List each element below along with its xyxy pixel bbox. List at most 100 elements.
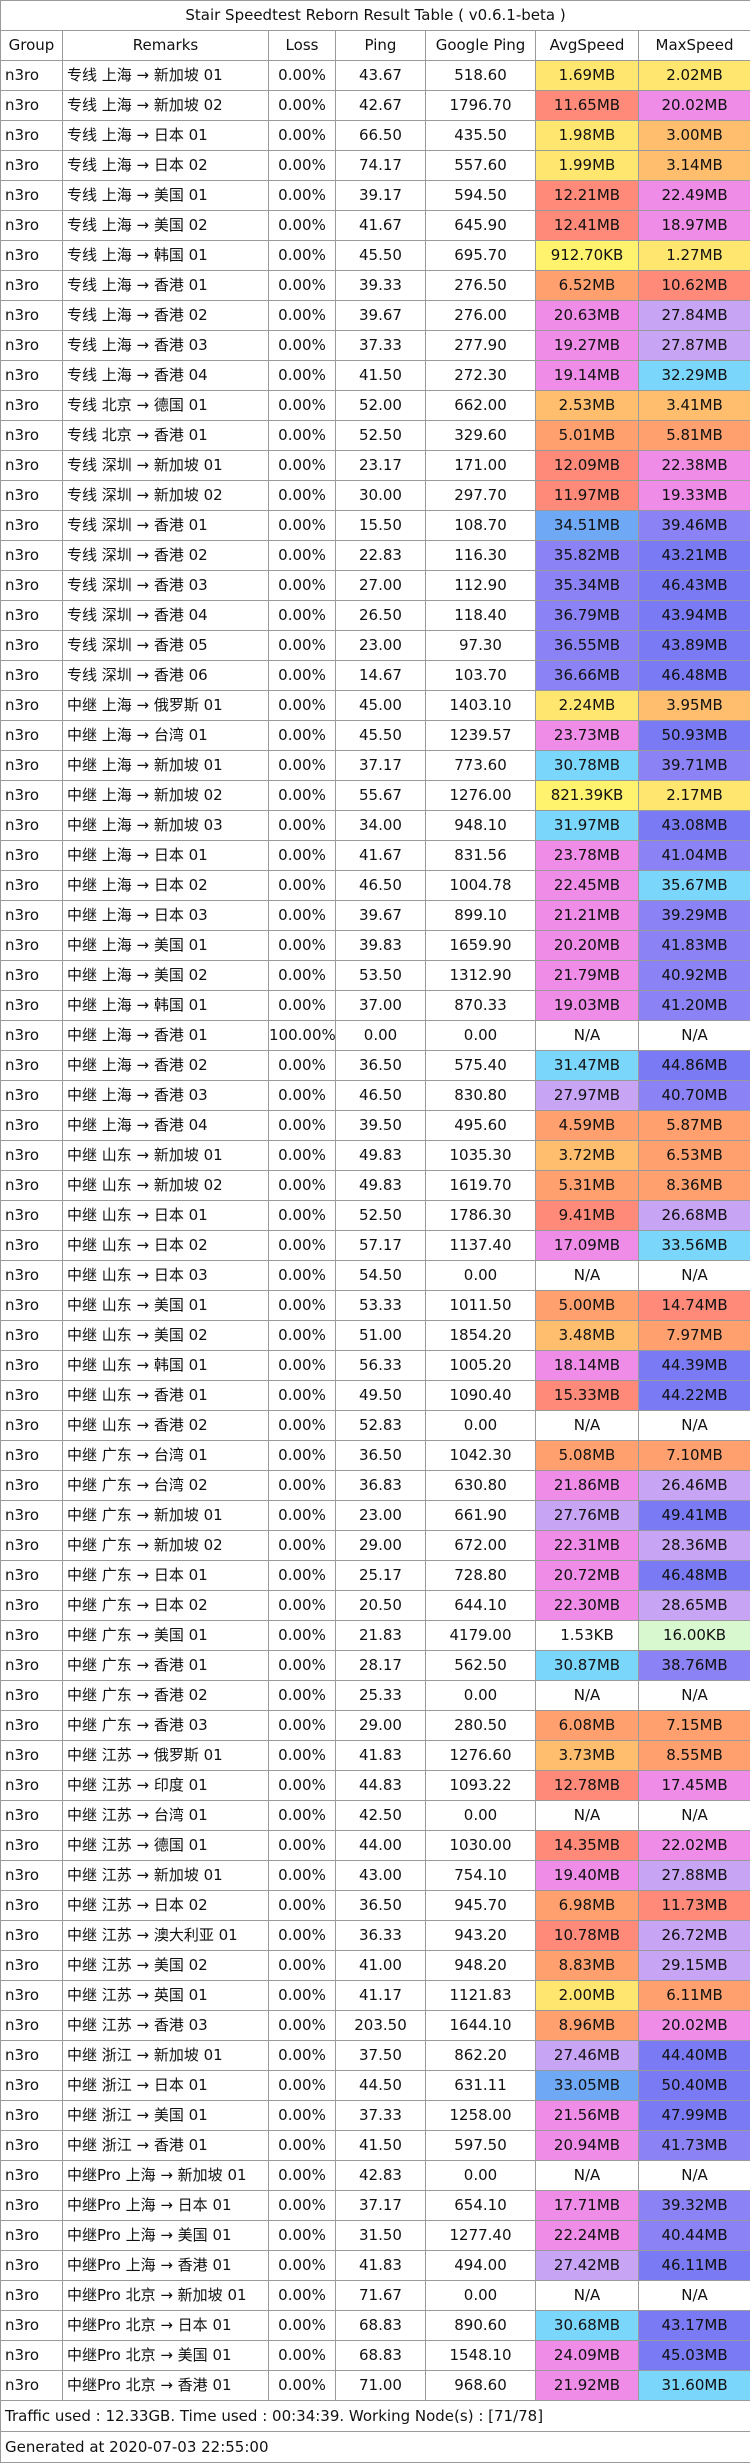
cell-group: n3ro xyxy=(1,331,63,361)
cell-avg-speed: 6.52MB xyxy=(536,271,639,301)
cell-remarks: 中继 广东 → 香港 01 xyxy=(63,1651,269,1681)
cell-remarks: 中继Pro 北京 → 香港 01 xyxy=(63,2371,269,2401)
cell-avg-speed: 1.53KB xyxy=(536,1621,639,1651)
cell-loss: 0.00% xyxy=(269,871,336,901)
cell-ping: 41.67 xyxy=(336,841,426,871)
cell-remarks: 专线 上海 → 香港 02 xyxy=(63,301,269,331)
cell-max-speed: 20.02MB xyxy=(639,2011,750,2041)
cell-loss: 0.00% xyxy=(269,1351,336,1381)
cell-loss: 0.00% xyxy=(269,1681,336,1711)
cell-group: n3ro xyxy=(1,2101,63,2131)
cell-ping: 39.67 xyxy=(336,901,426,931)
cell-google-ping: 1090.40 xyxy=(426,1381,536,1411)
cell-avg-speed: 36.79MB xyxy=(536,601,639,631)
cell-ping: 36.50 xyxy=(336,1051,426,1081)
cell-group: n3ro xyxy=(1,1201,63,1231)
cell-loss: 0.00% xyxy=(269,2221,336,2251)
cell-ping: 56.33 xyxy=(336,1351,426,1381)
cell-avg-speed: 912.70KB xyxy=(536,241,639,271)
cell-loss: 0.00% xyxy=(269,2311,336,2341)
cell-google-ping: 968.60 xyxy=(426,2371,536,2401)
cell-ping: 71.00 xyxy=(336,2371,426,2401)
cell-google-ping: 272.30 xyxy=(426,361,536,391)
cell-group: n3ro xyxy=(1,2071,63,2101)
cell-loss: 0.00% xyxy=(269,2371,336,2401)
cell-loss: 0.00% xyxy=(269,1261,336,1291)
cell-ping: 41.50 xyxy=(336,2131,426,2161)
cell-ping: 34.00 xyxy=(336,811,426,841)
cell-max-speed: 7.15MB xyxy=(639,1711,750,1741)
cell-google-ping: 0.00 xyxy=(426,2161,536,2191)
cell-avg-speed: 23.73MB xyxy=(536,721,639,751)
cell-google-ping: 112.90 xyxy=(426,571,536,601)
cell-loss: 0.00% xyxy=(269,1201,336,1231)
cell-group: n3ro xyxy=(1,121,63,151)
cell-google-ping: 1276.00 xyxy=(426,781,536,811)
cell-google-ping: 654.10 xyxy=(426,2191,536,2221)
cell-ping: 37.33 xyxy=(336,331,426,361)
cell-ping: 53.33 xyxy=(336,1291,426,1321)
cell-max-speed: 16.00KB xyxy=(639,1621,750,1651)
cell-loss: 0.00% xyxy=(269,1111,336,1141)
cell-avg-speed: 1.69MB xyxy=(536,61,639,91)
cell-group: n3ro xyxy=(1,1261,63,1291)
cell-remarks: 专线 上海 → 香港 04 xyxy=(63,361,269,391)
cell-loss: 0.00% xyxy=(269,271,336,301)
cell-avg-speed: 31.47MB xyxy=(536,1051,639,1081)
cell-avg-speed: 27.76MB xyxy=(536,1501,639,1531)
cell-remarks: 中继 江苏 → 德国 01 xyxy=(63,1831,269,1861)
cell-ping: 54.50 xyxy=(336,1261,426,1291)
cell-avg-speed: 35.82MB xyxy=(536,541,639,571)
table-title: Stair Speedtest Reborn Result Table ( v0… xyxy=(1,1,750,31)
cell-remarks: 中继 山东 → 香港 02 xyxy=(63,1411,269,1441)
cell-remarks: 中继 上海 → 香港 03 xyxy=(63,1081,269,1111)
cell-max-speed: 28.65MB xyxy=(639,1591,750,1621)
cell-group: n3ro xyxy=(1,481,63,511)
cell-google-ping: 118.40 xyxy=(426,601,536,631)
cell-max-speed: N/A xyxy=(639,1411,750,1441)
cell-remarks: 中继 广东 → 日本 02 xyxy=(63,1591,269,1621)
cell-loss: 0.00% xyxy=(269,241,336,271)
cell-google-ping: 1276.60 xyxy=(426,1741,536,1771)
cell-ping: 0.00 xyxy=(336,1021,426,1051)
cell-max-speed: 50.93MB xyxy=(639,721,750,751)
cell-loss: 0.00% xyxy=(269,1591,336,1621)
cell-max-speed: N/A xyxy=(639,1261,750,1291)
cell-loss: 0.00% xyxy=(269,1861,336,1891)
cell-max-speed: 39.46MB xyxy=(639,511,750,541)
cell-avg-speed: 2.53MB xyxy=(536,391,639,421)
cell-max-speed: N/A xyxy=(639,1801,750,1831)
cell-loss: 0.00% xyxy=(269,1381,336,1411)
cell-group: n3ro xyxy=(1,421,63,451)
cell-ping: 31.50 xyxy=(336,2221,426,2251)
cell-google-ping: 830.80 xyxy=(426,1081,536,1111)
cell-group: n3ro xyxy=(1,2221,63,2251)
cell-max-speed: 33.56MB xyxy=(639,1231,750,1261)
cell-group: n3ro xyxy=(1,151,63,181)
cell-avg-speed: 8.83MB xyxy=(536,1951,639,1981)
cell-loss: 0.00% xyxy=(269,721,336,751)
cell-google-ping: 0.00 xyxy=(426,1261,536,1291)
cell-avg-speed: 3.73MB xyxy=(536,1741,639,1771)
cell-ping: 26.50 xyxy=(336,601,426,631)
cell-avg-speed: 36.66MB xyxy=(536,661,639,691)
cell-google-ping: 495.60 xyxy=(426,1111,536,1141)
